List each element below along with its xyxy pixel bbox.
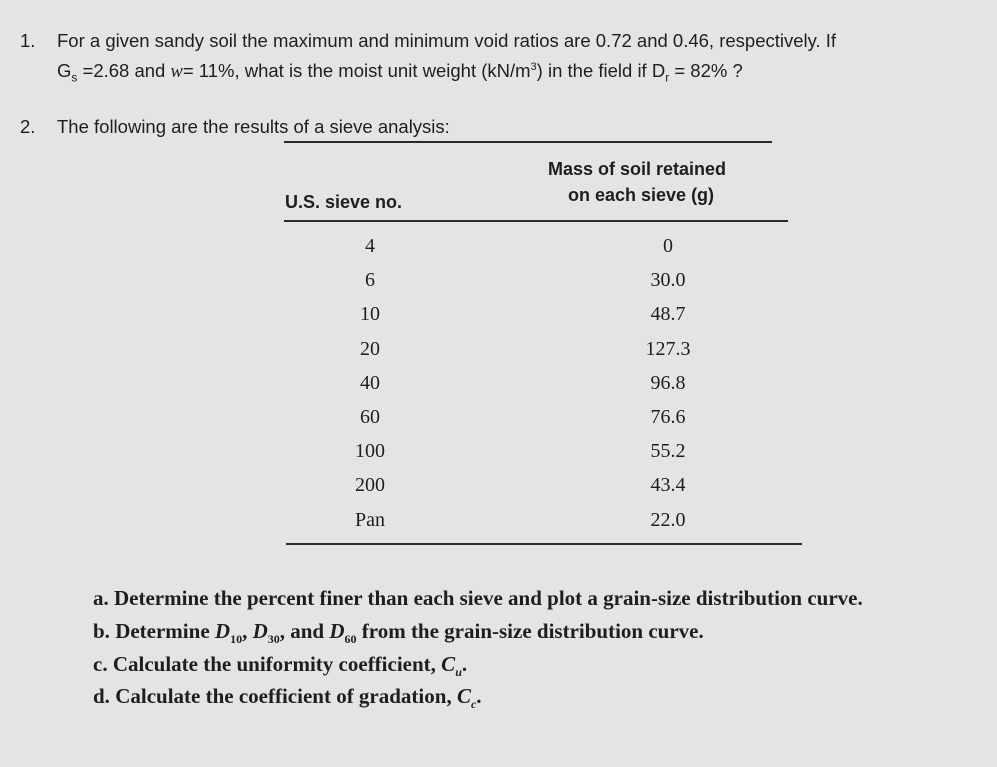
item-d: d. Calculate the coefficient of gradatio…	[93, 684, 482, 712]
c-symbol: C	[441, 652, 456, 676]
text: =2.68 and	[77, 60, 171, 81]
mass-header-line-1: Mass of soil retained	[548, 159, 727, 179]
sieve-number-cell: 200	[355, 474, 385, 497]
sieve-number-cell: 100	[355, 440, 385, 463]
item-text: .	[461, 652, 468, 676]
mass-retained-cell: 43.4	[650, 474, 686, 497]
item-b: b. Determine D10, D30, and D60 from the …	[93, 619, 704, 647]
mass-retained-cell: 96.8	[650, 371, 686, 394]
mass-retained-cell: 55.2	[650, 440, 686, 463]
d-symbol: D	[252, 619, 268, 643]
mass-header-line-2: on each sieve (g)	[568, 185, 715, 205]
mass-retained-cell: 127.3	[645, 337, 691, 360]
item-label: b.	[93, 619, 110, 643]
sieve-number-cell: 20	[360, 337, 380, 360]
text: = 11%, what is the moist unit weight (kN…	[182, 60, 531, 81]
subscript: 60	[344, 632, 357, 647]
item-c: c. Calculate the uniformity coefficient,…	[93, 652, 467, 680]
text: = 82% ?	[669, 60, 743, 81]
w-symbol: w	[170, 62, 183, 82]
item-label: d.	[93, 684, 110, 708]
mass-retained-cell: 48.7	[650, 303, 686, 326]
mass-retained-cell: 76.6	[650, 406, 686, 428]
item-label: c.	[93, 652, 108, 676]
item-text: , and	[279, 619, 330, 643]
gs-symbol: G	[57, 60, 72, 81]
item-text: Determine	[115, 619, 215, 643]
sieve-number-cell: 60	[360, 406, 380, 428]
d-symbol: D	[329, 619, 345, 643]
item-text: Calculate the coefficient of gradation,	[115, 684, 457, 708]
sieve-number-cell: Pan	[355, 508, 385, 531]
sieve-number-cell: 6	[365, 269, 375, 292]
mass-retained-cell: 22.0	[650, 508, 686, 531]
table-header-rule	[284, 220, 788, 222]
question-2-intro: The following are the results of a sieve…	[57, 116, 450, 137]
question-1-line-1: For a given sandy soil the maximum and m…	[57, 30, 837, 51]
sieve-header: U.S. sieve no.	[285, 192, 403, 212]
mass-retained-cell: 0	[663, 235, 673, 257]
table-bottom-rule	[286, 543, 802, 545]
item-text: Determine the percent finer than each si…	[114, 586, 863, 610]
sieve-number-cell: 10	[360, 303, 380, 326]
subscript: c	[470, 697, 477, 712]
subscript: 30	[267, 632, 280, 647]
mass-retained-cell: 30.0	[650, 269, 686, 292]
gs-subscript: s	[71, 70, 78, 85]
superscript: 3	[530, 60, 537, 73]
table-top-rule	[284, 141, 772, 143]
sieve-number-cell: 40	[360, 371, 380, 394]
item-text: ,	[242, 619, 253, 643]
sieve-number-cell: 4	[365, 235, 375, 257]
question-1-line-2: Gs =2.68 and w= 11%, what is the moist u…	[57, 60, 743, 85]
item-label: a.	[93, 586, 109, 610]
dr-subscript: r	[665, 70, 670, 85]
subscript: u	[455, 665, 462, 680]
item-a: a. Determine the percent finer than each…	[93, 586, 863, 611]
question-2-number: 2.	[20, 116, 36, 137]
item-text: Calculate the uniformity coefficient,	[112, 652, 442, 676]
text: ) in the field if D	[536, 60, 666, 81]
c-symbol: C	[456, 684, 471, 708]
question-1-number: 1.	[20, 30, 36, 51]
item-text: .	[476, 684, 482, 708]
d-symbol: D	[214, 619, 231, 643]
subscript: 10	[230, 632, 243, 647]
item-text: from the grain-size distribution curve.	[356, 619, 704, 643]
